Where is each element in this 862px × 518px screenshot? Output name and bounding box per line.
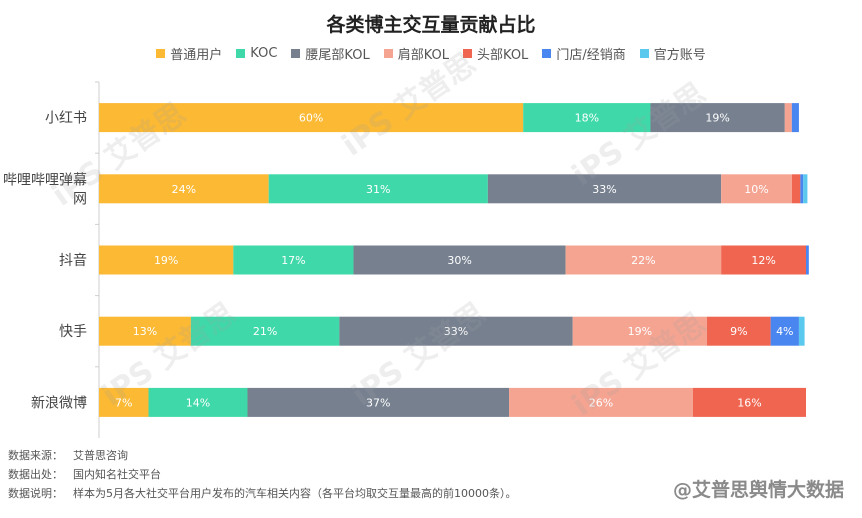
legend-item: 腰尾部KOL [291, 44, 370, 63]
bar-segment [190, 316, 340, 346]
legend-label: 门店/经销商 [556, 48, 626, 63]
bar-segment [803, 174, 808, 204]
bar-segment [565, 245, 722, 275]
legend-label: 腰尾部KOL [305, 48, 370, 63]
bar-segment [233, 245, 354, 275]
legend-label: 肩部KOL [397, 48, 450, 63]
data-label: 26% [589, 396, 613, 409]
bar-segment [572, 316, 708, 346]
footnote-label: 数据说明： [8, 487, 63, 500]
bar-segment [800, 174, 804, 204]
bar-segment [487, 174, 722, 204]
bar-segment [798, 316, 805, 346]
legend-swatch [156, 49, 166, 58]
data-label: 17% [281, 254, 305, 267]
legend-label: 头部KOL [477, 48, 529, 63]
data-label: 16% [737, 396, 761, 409]
bar-segment [268, 174, 488, 204]
bar-segment [523, 103, 651, 133]
data-label: 13% [133, 325, 157, 338]
data-label: 7% [115, 396, 132, 409]
data-label: 31% [366, 183, 390, 196]
footnote-row: 数据来源： 艾普思咨询 [8, 446, 517, 465]
category-label: 新浪微博 [31, 394, 87, 411]
footnote-value: 样本为5月各大社交平台用户发布的汽车相关内容（各平台均取交互量最高的前10000… [73, 487, 517, 500]
bar-segment [509, 387, 693, 417]
legend-item: 头部KOL [463, 44, 528, 63]
bar-segment [721, 174, 792, 204]
bar-segment [721, 245, 806, 275]
data-label: 4% [776, 325, 793, 338]
chart-title: 各类博主交互量贡献占比 [326, 14, 536, 36]
bar-segment [339, 316, 573, 346]
bar-segment [707, 316, 771, 346]
bar-segment [99, 174, 269, 204]
footnote-row: 数据说明： 样本为5月各大社交平台用户发布的汽车相关内容（各平台均取交互量最高的前… [8, 484, 517, 503]
bar-segment [353, 245, 566, 275]
data-label: 14% [186, 396, 210, 409]
legend-swatch [291, 49, 301, 58]
bar-segment [247, 387, 510, 417]
category-label: 哔哩哔哩弹幕网 [3, 172, 87, 207]
data-label: 9% [730, 325, 747, 338]
bar-segment [99, 387, 149, 417]
data-label: 10% [744, 183, 768, 196]
data-label: 24% [172, 183, 196, 196]
data-label: 33% [444, 325, 468, 338]
bar-segment [770, 316, 799, 346]
footnotes: 数据来源： 艾普思咨询 数据出处： 国内知名社交平台 数据说明： 样本为5月各大社交平台用… [8, 446, 517, 503]
data-label: 37% [366, 396, 390, 409]
legend-label: 普通用户 [170, 48, 223, 63]
footnote-value: 国内知名社交平台 [73, 468, 161, 481]
data-label: 18% [575, 112, 599, 125]
bar-segment [791, 174, 801, 204]
data-label: 19% [628, 325, 652, 338]
footnote-label: 数据来源： [8, 449, 63, 462]
footnote-row: 数据出处： 国内知名社交平台 [8, 465, 517, 484]
legend-swatch [383, 49, 393, 58]
data-label: 19% [705, 112, 729, 125]
category-label: 小红书 [45, 111, 87, 127]
legend-swatch [463, 49, 473, 58]
data-label: 33% [592, 183, 616, 196]
data-label: 22% [631, 254, 655, 267]
bar-segment [650, 103, 785, 133]
category-label: 快手 [59, 324, 87, 340]
data-label: 12% [751, 254, 775, 267]
bar-segment [99, 245, 234, 275]
legend-swatch [236, 49, 246, 58]
category-label: 抖音 [59, 252, 87, 269]
legend-swatch [639, 49, 649, 58]
legend-item: KOC [236, 44, 277, 63]
bar-segment [806, 245, 809, 275]
data-label: 30% [447, 254, 471, 267]
legend-item: 门店/经销商 [542, 44, 626, 63]
legend-item: 官方账号 [639, 44, 706, 63]
data-label: 21% [253, 325, 277, 338]
footnote-label: 数据出处： [8, 468, 63, 481]
watermark-text: @艾普思舆情大数据 [672, 479, 844, 501]
bar-segment [148, 387, 248, 417]
legend-label: 官方账号 [653, 48, 706, 63]
footnote-value: 艾普思咨询 [73, 449, 128, 462]
bar-segment [784, 103, 792, 133]
bar-segment [99, 103, 524, 133]
legend-label: KOC [250, 46, 278, 61]
legend-item: 肩部KOL [383, 44, 450, 63]
chart-legend: 普通用户 KOC 腰尾部KOL 肩部KOL 头部KOL 门店/经销商 官方账号 [0, 44, 862, 63]
legend-item: 普通用户 [156, 44, 222, 63]
data-label: 60% [299, 112, 323, 125]
legend-swatch [542, 49, 552, 58]
bar-segment [692, 387, 806, 417]
data-label: 19% [154, 254, 178, 267]
bar-segment [791, 103, 799, 133]
bar-segment [99, 316, 191, 346]
